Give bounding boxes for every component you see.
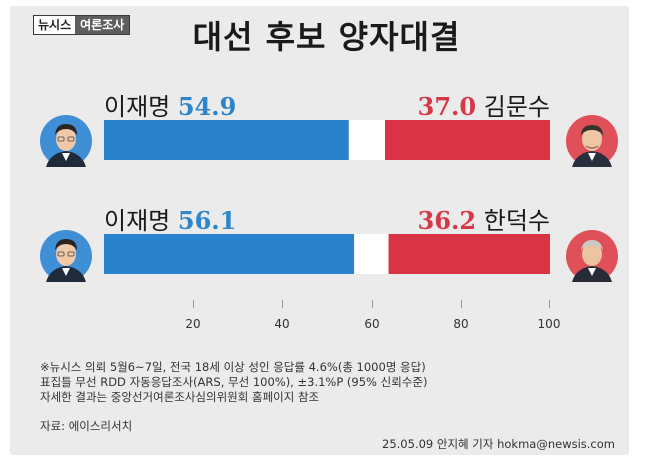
bar-2-left <box>104 234 355 274</box>
x-tick-label: 60 <box>364 317 380 331</box>
data-source: 자료: 에이스리서치 <box>40 419 133 433</box>
note-line: 표집틀 무선 RDD 자동응답조사(ARS, 무선 100%), ±3.1%P … <box>40 375 428 389</box>
brand-section: 여론조사 <box>75 16 130 34</box>
x-tick-label: 100 <box>537 317 561 331</box>
note-line: ※뉴시스 의뢰 5월6~7일, 전국 18세 이상 성인 응답률 4.6%(총 … <box>40 360 426 374</box>
row1-left-label: 이재명 54.9 <box>104 87 236 122</box>
infographic-card <box>10 6 629 455</box>
x-tick-label: 20 <box>185 317 201 331</box>
x-tick-label: 40 <box>274 317 290 331</box>
candidate-photo-han <box>566 230 618 282</box>
row2-right-label: 36.2 한덕수 <box>418 201 550 236</box>
bar-2-undecided <box>354 234 389 274</box>
page-title: 대선 후보 양자대결 <box>192 18 461 56</box>
row2-right-name: 한덕수 <box>483 207 550 235</box>
brand-badge: 뉴시스 여론조사 <box>33 15 131 35</box>
row2-right-value: 36.2 <box>417 206 477 235</box>
row1-right-label: 37.0 김문수 <box>418 87 550 122</box>
row1-right-name: 김문수 <box>483 93 550 121</box>
candidate-photo-lee-2 <box>40 230 92 282</box>
brand-name: 뉴시스 <box>34 16 76 34</box>
candidate-photo-lee-1 <box>40 115 92 167</box>
bar-1-right <box>384 120 550 160</box>
x-tick-mark <box>282 300 283 308</box>
x-axis: 20 40 60 80 100 <box>104 300 560 340</box>
candidate-photo-kim <box>566 115 618 167</box>
bar-1-left <box>104 120 349 160</box>
x-tick-mark <box>549 300 550 308</box>
row2-left-label: 이재명 56.1 <box>104 201 236 236</box>
row2-left-value: 56.1 <box>177 206 237 235</box>
row1-left-name: 이재명 <box>104 93 171 121</box>
note-line: 자세한 결과는 중앙선거여론조사심의위원회 홈페이지 참조 <box>40 390 320 404</box>
byline-credit: 25.05.09 안지혜 기자 hokma@newsis.com <box>382 437 615 451</box>
x-tick-label: 80 <box>453 317 469 331</box>
bar-1-undecided <box>348 120 385 160</box>
x-tick-mark <box>193 300 194 308</box>
x-tick-mark <box>461 300 462 308</box>
row1-right-value: 37.0 <box>417 92 477 121</box>
survey-notes: ※뉴시스 의뢰 5월6~7일, 전국 18세 이상 성인 응답률 4.6%(총 … <box>40 360 427 405</box>
bar-2-right <box>388 234 550 274</box>
row1-left-value: 54.9 <box>177 92 237 121</box>
row2-left-name: 이재명 <box>104 207 171 235</box>
x-tick-mark <box>372 300 373 308</box>
